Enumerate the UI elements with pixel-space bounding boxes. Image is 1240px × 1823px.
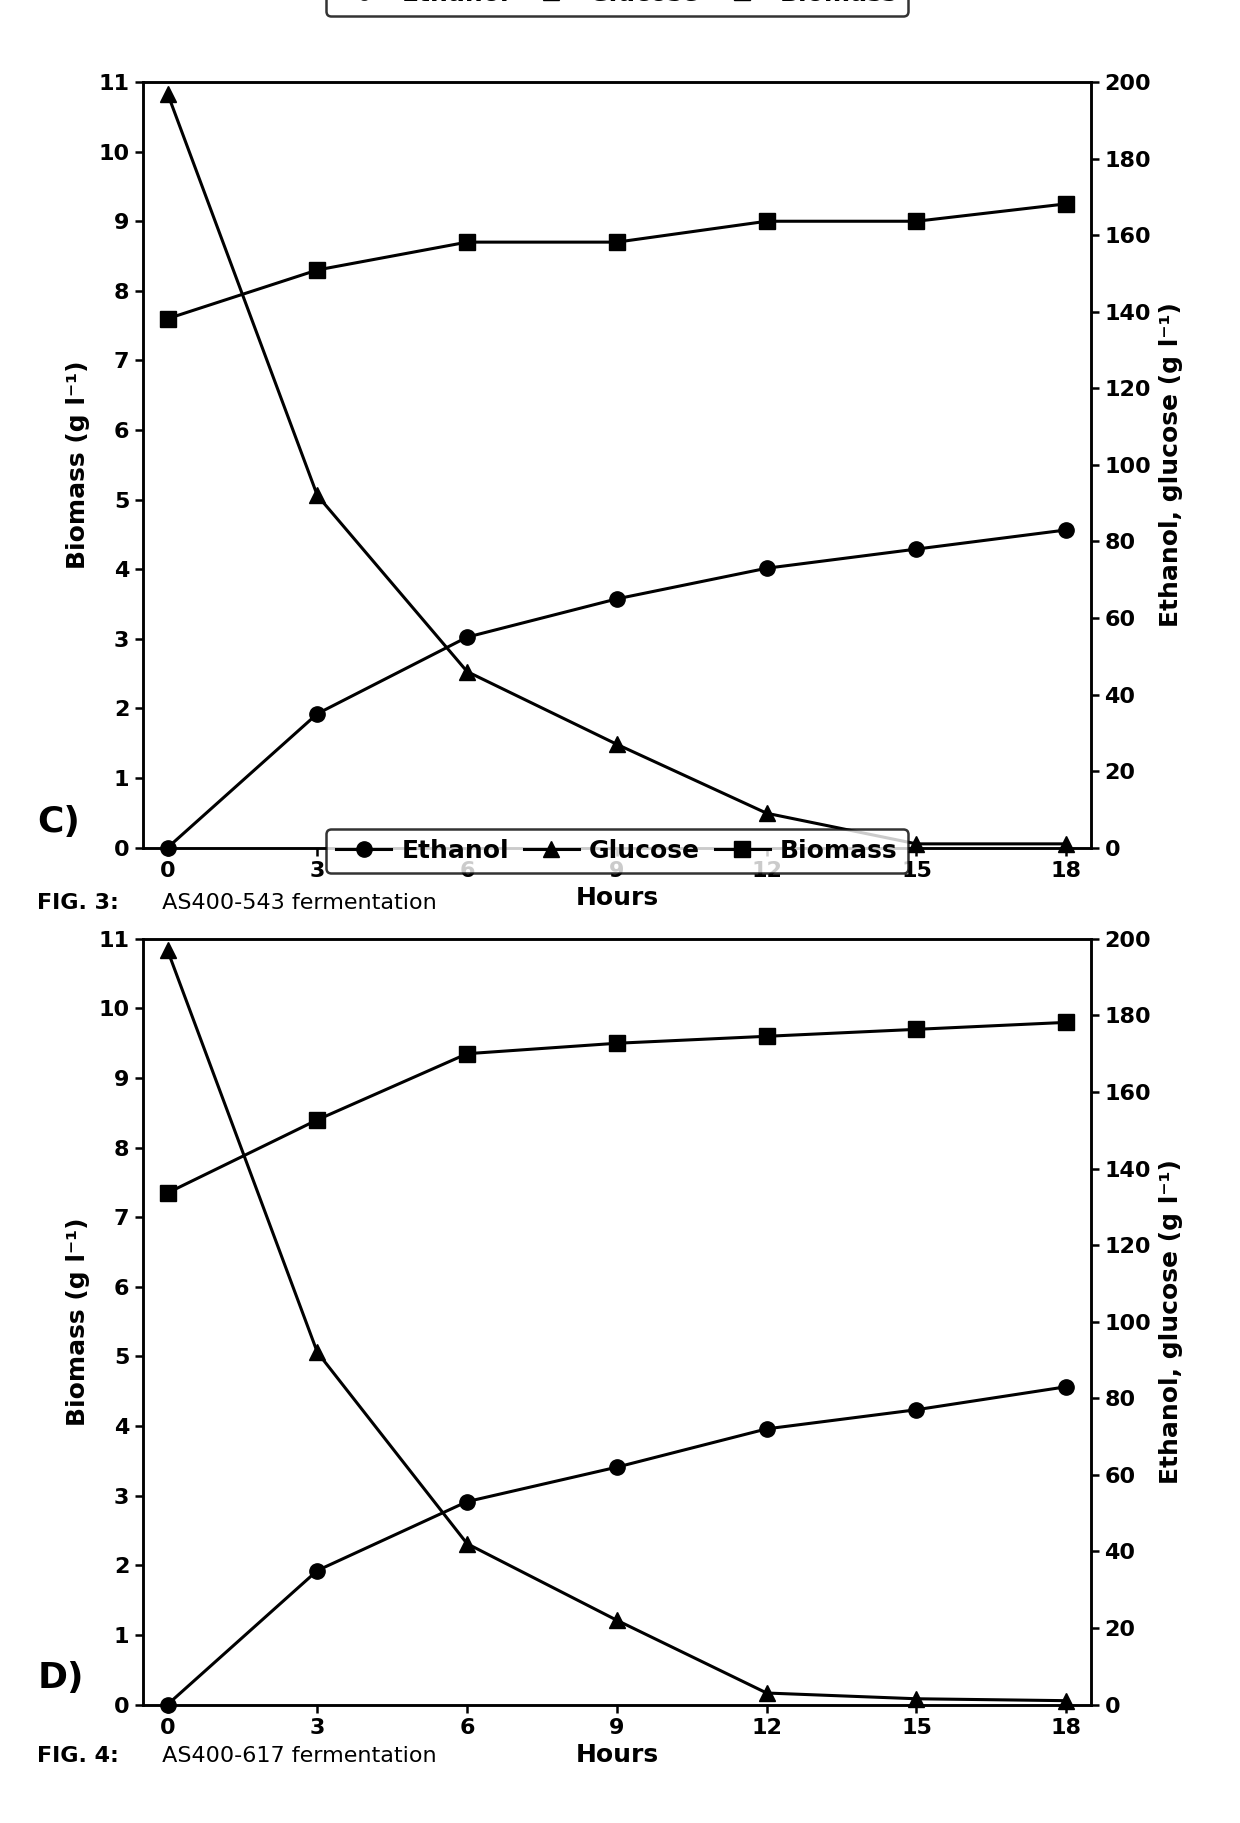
Text: C): C) — [37, 804, 81, 839]
Legend: Ethanol, Glucose, Biomass: Ethanol, Glucose, Biomass — [326, 0, 908, 16]
X-axis label: Hours: Hours — [575, 1743, 658, 1766]
Text: AS400-543 fermentation: AS400-543 fermentation — [155, 893, 436, 913]
Legend: Ethanol, Glucose, Biomass: Ethanol, Glucose, Biomass — [326, 829, 908, 873]
X-axis label: Hours: Hours — [575, 886, 658, 910]
Text: D): D) — [37, 1661, 83, 1695]
Text: AS400-617 fermentation: AS400-617 fermentation — [155, 1746, 436, 1766]
Y-axis label: Biomass (g l⁻¹): Biomass (g l⁻¹) — [66, 1218, 91, 1426]
Y-axis label: Biomass (g l⁻¹): Biomass (g l⁻¹) — [66, 361, 91, 569]
Y-axis label: Ethanol, glucose (g l⁻¹): Ethanol, glucose (g l⁻¹) — [1159, 303, 1183, 627]
Y-axis label: Ethanol, glucose (g l⁻¹): Ethanol, glucose (g l⁻¹) — [1159, 1159, 1183, 1484]
Text: FIG. 4:: FIG. 4: — [37, 1746, 119, 1766]
Text: FIG. 3:: FIG. 3: — [37, 893, 119, 913]
